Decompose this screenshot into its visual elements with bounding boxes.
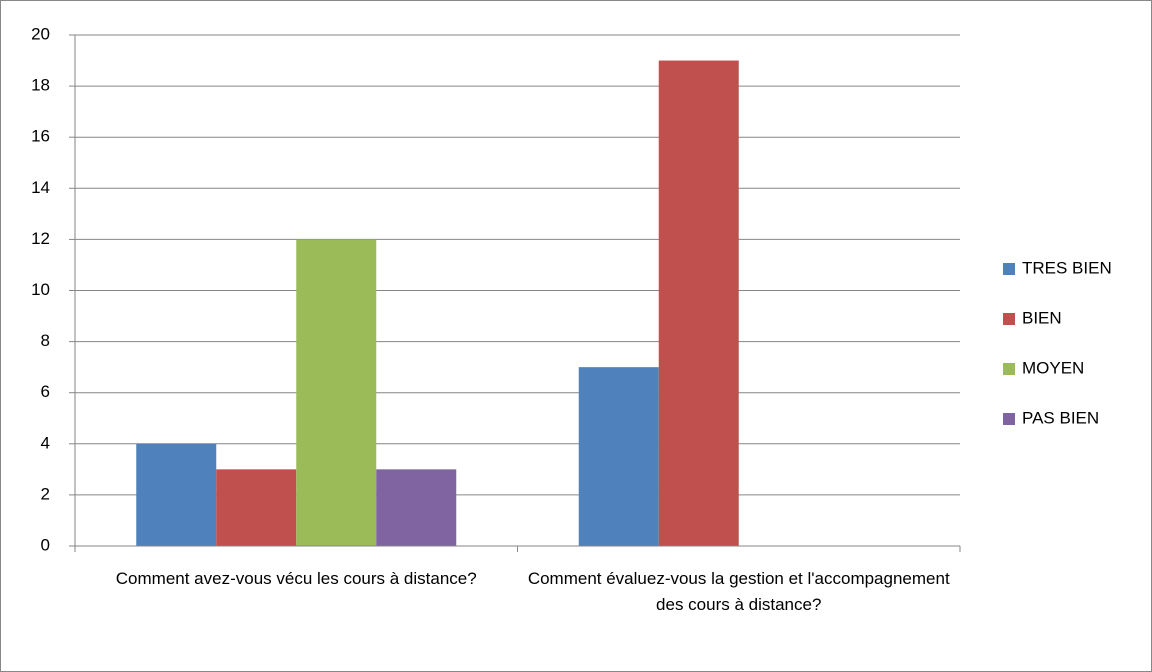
y-tick-label: 2 [41, 484, 50, 503]
y-tick-label: 18 [31, 76, 50, 95]
legend-swatch [1003, 263, 1015, 275]
bar [658, 60, 739, 547]
legend-label: BIEN [1022, 308, 1062, 327]
bar [216, 469, 297, 546]
bar [376, 469, 457, 546]
legend-swatch [1003, 363, 1015, 375]
bar [578, 367, 659, 546]
y-tick-label: 16 [31, 127, 50, 146]
legend-label: PAS BIEN [1022, 408, 1099, 427]
bar [296, 239, 377, 546]
y-tick-label: 14 [31, 178, 50, 197]
y-tick-label: 4 [41, 433, 50, 452]
legend-swatch [1003, 313, 1015, 325]
y-tick-label: 12 [31, 229, 50, 248]
y-tick-label: 0 [41, 535, 50, 554]
x-tick-label: Comment avez-vous vécu les cours à dista… [115, 569, 477, 588]
y-tick-label: 20 [31, 24, 50, 43]
y-tick-label: 8 [41, 331, 50, 350]
y-tick-label: 10 [31, 280, 50, 299]
bar [136, 443, 217, 546]
x-tick-label-box: Comment évaluez-vous la gestion et l'acc… [527, 569, 950, 614]
legend-label: TRES BIEN [1022, 258, 1112, 277]
y-tick-label: 6 [41, 382, 50, 401]
legend-swatch [1003, 413, 1015, 425]
legend-label: MOYEN [1022, 358, 1084, 377]
x-tick-label-box: Comment avez-vous vécu les cours à dista… [115, 569, 477, 588]
x-tick-label: Comment évaluez-vous la gestion et l'acc… [527, 569, 950, 614]
